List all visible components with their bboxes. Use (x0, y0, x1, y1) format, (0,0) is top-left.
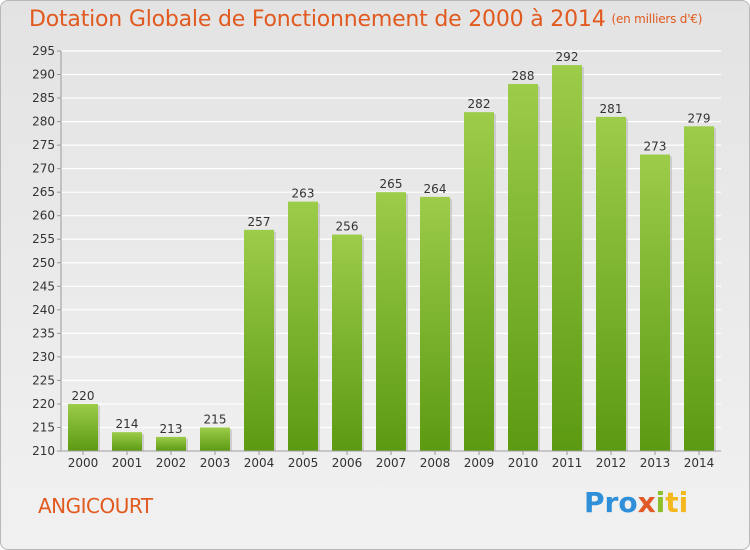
bar (288, 201, 318, 451)
y-tick-label: 230 (32, 350, 55, 364)
y-tick-label: 210 (32, 444, 55, 458)
y-tick-label: 235 (32, 326, 55, 340)
x-tick-label: 2008 (420, 456, 451, 470)
bars: 220 214 213 215 257 263 256 265 264 282 288 292 281 2… (68, 50, 716, 452)
y-tick-label: 250 (32, 256, 55, 270)
bar-value-label: 264 (424, 182, 447, 196)
logo-part-2: x (637, 486, 656, 519)
x-tick-label: 2000 (68, 456, 99, 470)
y-tick-label: 225 (32, 373, 55, 387)
logo-part-3: i (655, 486, 666, 519)
commune-name: ANGICOURT (38, 494, 153, 518)
bar (200, 427, 230, 451)
x-tick-label: 2012 (596, 456, 627, 470)
bar (596, 116, 626, 451)
bar-value-label: 282 (468, 97, 491, 111)
bar-value-label: 281 (600, 102, 623, 116)
bar (552, 65, 582, 451)
bar-value-label: 288 (512, 69, 535, 83)
bar (112, 432, 142, 451)
bar (640, 154, 670, 451)
y-tick-label: 240 (32, 303, 55, 317)
logo-part-4: ti (665, 486, 689, 519)
y-tick-label: 275 (32, 138, 55, 152)
bar (420, 196, 450, 451)
chart-title-text: Dotation Globale de Fonctionnement de 20… (29, 7, 606, 32)
bar-value-label: 279 (688, 111, 711, 125)
bar-value-label: 292 (556, 50, 579, 64)
bar (244, 229, 274, 451)
x-tick-label: 2006 (332, 456, 363, 470)
bar-value-label: 214 (116, 417, 139, 431)
bar-value-label: 213 (160, 422, 183, 436)
y-axis: 210 215 220 225 230 235 240 245 250 255 260 265 270 2… (32, 44, 62, 458)
chart-title: Dotation Globale de Fonctionnement de 20… (29, 7, 702, 32)
y-tick-label: 220 (32, 397, 55, 411)
y-tick-label: 270 (32, 162, 55, 176)
bar (376, 192, 406, 452)
x-tick-label: 2003 (200, 456, 231, 470)
bar-value-label: 263 (292, 187, 315, 201)
x-tick-label: 2013 (640, 456, 671, 470)
bar (464, 112, 494, 452)
bar-value-label: 257 (248, 215, 271, 229)
bar (684, 126, 714, 451)
x-tick-label: 2011 (552, 456, 583, 470)
y-tick-label: 215 (32, 420, 55, 434)
y-tick-label: 290 (32, 68, 55, 82)
y-tick-label: 265 (32, 185, 55, 199)
x-tick-label: 2004 (244, 456, 275, 470)
bar-value-label: 215 (204, 412, 227, 426)
bar-value-label: 256 (336, 220, 359, 234)
x-tick-label: 2007 (376, 456, 407, 470)
x-tick-label: 2005 (288, 456, 319, 470)
x-tick-label: 2002 (156, 456, 187, 470)
logo-part-1: Pro (584, 486, 638, 519)
y-tick-label: 285 (32, 91, 55, 105)
y-tick-label: 255 (32, 232, 55, 246)
bar (68, 403, 98, 451)
bar (332, 234, 362, 451)
x-tick-label: 2001 (112, 456, 143, 470)
y-tick-label: 295 (32, 44, 55, 58)
y-tick-label: 245 (32, 279, 55, 293)
x-tick-label: 2010 (508, 456, 539, 470)
proxiti-logo: Proxiti (584, 486, 688, 519)
y-tick-label: 260 (32, 209, 55, 223)
chart-unit: (en milliers d'€) (611, 12, 703, 26)
x-tick-label: 2009 (464, 456, 495, 470)
bar (156, 436, 186, 451)
bar-value-label: 265 (380, 177, 403, 191)
bar-value-label: 273 (644, 140, 667, 154)
x-tick-label: 2014 (684, 456, 715, 470)
x-axis: 2000 2001 2002 2003 2004 2005 2006 2007 2008 2009… (61, 450, 721, 470)
bar-value-label: 220 (72, 389, 95, 403)
y-tick-label: 280 (32, 115, 55, 129)
bar (508, 83, 538, 452)
